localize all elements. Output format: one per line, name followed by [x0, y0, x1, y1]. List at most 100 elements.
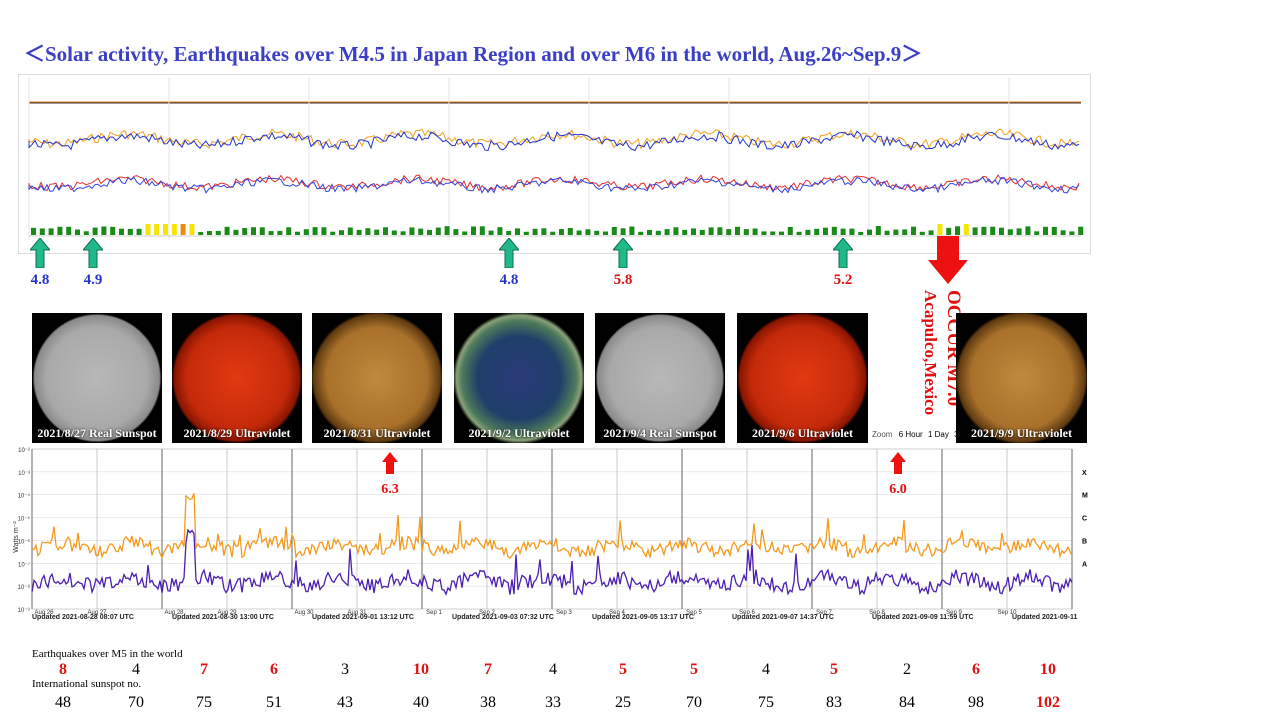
earthquake-count: 5 — [830, 661, 838, 678]
solar-image-caption: 2021/9/2 Ultraviolet — [468, 426, 570, 440]
earthquake-count: 6 — [972, 661, 980, 678]
kp-index-bar — [171, 224, 177, 235]
kp-index-bar — [39, 228, 45, 235]
kp-index-bar — [31, 227, 36, 235]
x-tick-label: Aug 27 — [87, 610, 107, 616]
sunspot-count: 98 — [968, 694, 984, 711]
kp-index-bar — [523, 231, 529, 235]
sunspot-count: 70 — [686, 694, 702, 711]
kp-index-bar — [638, 231, 644, 235]
kp-index-bar — [127, 228, 133, 235]
kp-index-bar — [1043, 226, 1048, 235]
kp-index-bar — [154, 224, 160, 235]
magnitude-label: 5.2 — [833, 272, 853, 288]
earthquake-count: 10 — [413, 661, 429, 678]
solar-image: 2021/8/29 Ultraviolet — [172, 313, 302, 443]
kp-index-bar — [506, 231, 512, 235]
kp-index-bar — [761, 231, 767, 235]
x-tick-label: Sep 5 — [686, 610, 702, 616]
updated-label: Updated 2021-09-03 07:32 UTC — [452, 614, 554, 621]
kp-index-bar — [955, 226, 960, 235]
kp-index-bar — [972, 227, 978, 235]
kp-index-bar — [110, 226, 116, 235]
y-tick-label: 10⁻⁸ — [18, 584, 31, 591]
kp-index-bar — [655, 230, 661, 235]
kp-index-bar — [875, 226, 881, 235]
space-weather-panel — [18, 74, 1091, 254]
solar-image: 2021/9/4 Real Sunspot — [595, 313, 725, 443]
sunspot-label: International sunspot no. — [32, 678, 142, 690]
kp-index-bar — [928, 230, 934, 235]
kp-index-bar — [1078, 226, 1084, 235]
xray-flux-svg: 10⁻² 10⁻³ 10⁻⁴ 10⁻⁵ 10⁻⁶ 10⁻⁷ 10⁻⁸ 10⁻⁹ Watts m⁻… — [13, 448, 1088, 616]
x-tick-label: Aug 30 — [294, 610, 314, 616]
solar-image: 2021/9/9 Ultraviolet — [956, 313, 1087, 443]
kp-index-bar — [471, 226, 476, 235]
earthquake-count: 8 — [59, 661, 67, 678]
kp-index-bar — [101, 226, 107, 235]
kp-index-bar — [224, 226, 230, 235]
kp-index-bar — [805, 229, 811, 235]
kp-index-bar — [136, 228, 142, 235]
solar-image-caption: 2021/8/27 Real Sunspot — [37, 426, 157, 440]
zoom-option-3d[interactable]: 3 D — [954, 430, 967, 439]
kp-index-bar — [796, 231, 802, 235]
kp-index-bar — [823, 227, 828, 235]
solar-image-caption: 2021/8/31 Ultraviolet — [323, 426, 431, 440]
x-tick-label: Sep 6 — [739, 610, 755, 616]
updated-label: Updated 2021-08-30 13:00 UTC — [172, 614, 274, 621]
earthquake-count: 5 — [619, 661, 627, 678]
kp-index-bar — [620, 228, 626, 235]
kp-index-bar — [259, 227, 265, 235]
zoom-option-6h[interactable]: 6 Hour — [898, 430, 923, 439]
kp-index-bar — [1034, 231, 1040, 235]
sunspot-count: 33 — [545, 694, 561, 711]
y-tick-label: 10⁻⁶ — [18, 538, 31, 545]
kp-index-bar — [251, 227, 256, 235]
updated-label: Updated 2021-09-01 13:12 UTC — [312, 614, 414, 621]
earthquake-count: 7 — [484, 661, 492, 678]
updated-label: Updated 2021-08-28 08:07 UTC — [32, 614, 134, 621]
kp-index-bar — [497, 227, 503, 235]
kp-index-bar — [391, 230, 397, 235]
up-arrow-icon — [613, 238, 633, 268]
zoom-option-1d[interactable]: 1 Day — [927, 430, 949, 439]
zoom-label: Zoom — [872, 430, 893, 439]
earthquake-count: 2 — [903, 661, 911, 678]
kp-index-bar — [981, 226, 987, 235]
kp-index-bar — [1007, 229, 1013, 235]
kp-index-bar — [726, 229, 732, 235]
flare-class-label: C — [1082, 516, 1087, 523]
kp-index-bar — [321, 227, 327, 235]
flare-class-label: M — [1082, 493, 1088, 500]
kp-index-bar — [629, 226, 635, 235]
solar-image: 2021/8/27 Real Sunspot — [32, 313, 162, 443]
occur-arrow-icon — [928, 236, 968, 284]
kp-index-bar — [919, 231, 925, 235]
kp-index-bar — [462, 231, 468, 235]
kp-index-bar — [585, 229, 591, 235]
xray-long-wavelength-line — [31, 492, 1073, 560]
earthquake-count: 4 — [549, 661, 557, 678]
flare-label-1: 6.3 — [381, 482, 399, 497]
kp-index-bar — [277, 230, 283, 235]
kp-index-bar — [479, 226, 485, 235]
kp-index-bar — [1025, 226, 1031, 235]
kp-index-bar — [268, 231, 274, 235]
x-tick-label: Sep 7 — [816, 610, 832, 616]
kp-index-bar — [559, 229, 564, 235]
kp-index-bar — [911, 226, 916, 235]
kp-index-bar — [990, 226, 996, 235]
x-tick-label: Sep 9 — [946, 610, 962, 616]
solar-image-caption: 2021/9/4 Real Sunspot — [603, 426, 717, 440]
kp-index-bar — [92, 227, 98, 235]
xray-flux-chart: 10⁻² 10⁻³ 10⁻⁴ 10⁻⁵ 10⁻⁶ 10⁻⁷ 10⁻⁸ 10⁻⁹ Watts m⁻… — [10, 437, 1090, 624]
sunspot-count: 38 — [480, 694, 496, 711]
kp-index-bar — [119, 228, 124, 235]
flare-class-label: B — [1082, 538, 1087, 545]
occur-place: Acapulco,Mexico — [921, 290, 940, 416]
kp-index-bar — [215, 230, 221, 235]
sunspot-count: 84 — [899, 694, 915, 711]
solar-image: 2021/9/2 Ultraviolet — [454, 313, 584, 443]
kp-index-bar — [295, 231, 300, 235]
